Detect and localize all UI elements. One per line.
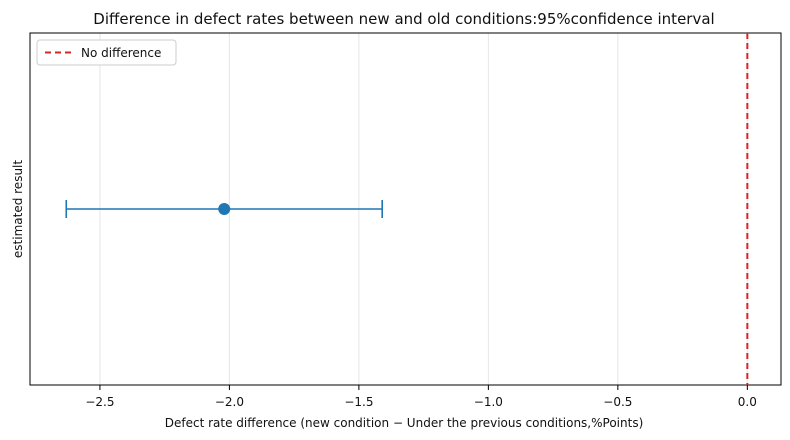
x-axis-ticks: −2.5 −2.0 −1.5 −1.0 −0.5 0.0 [85,385,757,409]
legend: No difference [36,39,177,66]
legend-box [36,39,177,66]
x-tick-label: −1.5 [344,395,373,409]
point-estimate-marker [218,203,231,215]
x-axis-label: Defect rate difference (new condition − … [165,416,644,430]
x-tick-label: −0.5 [603,395,632,409]
x-tick-label: −2.5 [85,395,114,409]
legend-entry-label: No difference [81,46,161,60]
confidence-interval [65,200,383,218]
y-axis-label: estimated result [11,160,25,258]
plot-frame [29,32,782,386]
x-tick-label: 0.0 [738,395,757,409]
x-tick-label: −2.0 [215,395,244,409]
x-tick-label: −1.0 [474,395,503,409]
chart-title: Difference in defect rates between new a… [93,10,714,28]
